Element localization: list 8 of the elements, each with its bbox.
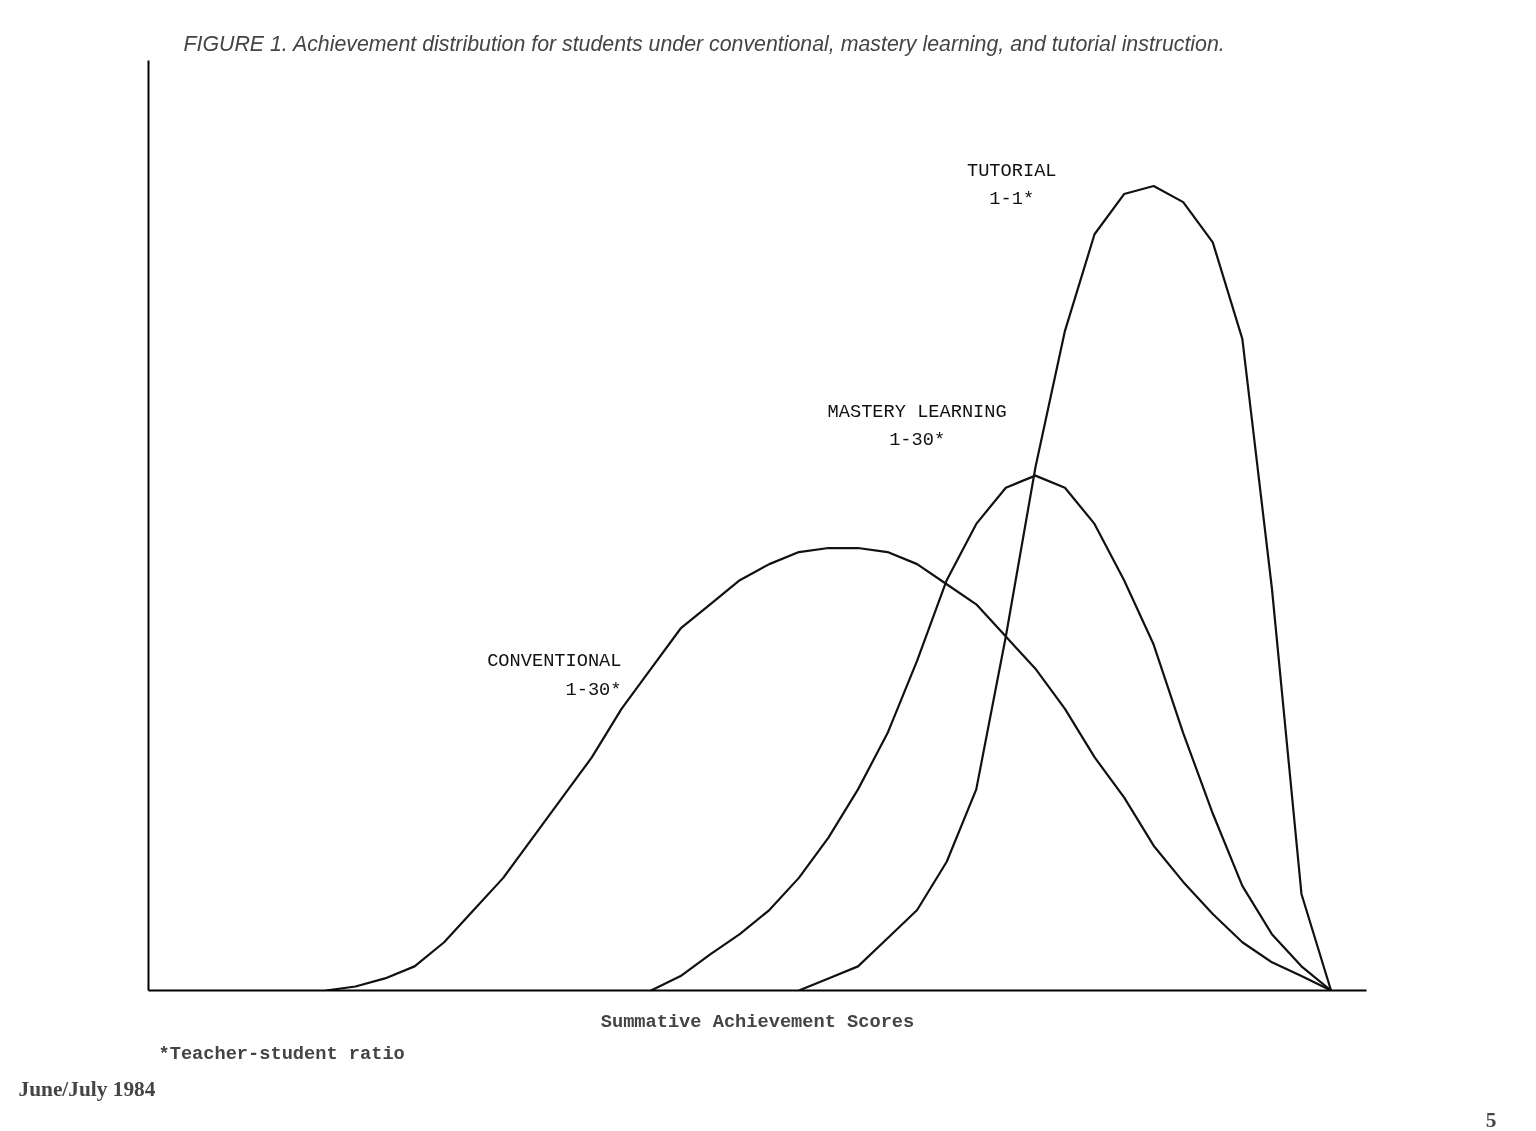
series-label: MASTERY LEARNING 1-30* <box>827 400 1007 452</box>
series-label: CONVENTIONAL 1-30* <box>487 650 622 701</box>
text: TUTORIAL 1-1* <box>966 159 1057 211</box>
chart-title: FIGURE 1. Achievement distribution for students under conventional, mastery learning, and tutorial instruction. <box>183 31 1225 56</box>
text: *Teacher-student ratio <box>158 1042 405 1065</box>
text: 5 <box>1485 1107 1497 1131</box>
text: June/July 1984 <box>18 1076 156 1101</box>
x-axis-title: Summative Achievement Scores <box>600 1010 915 1033</box>
